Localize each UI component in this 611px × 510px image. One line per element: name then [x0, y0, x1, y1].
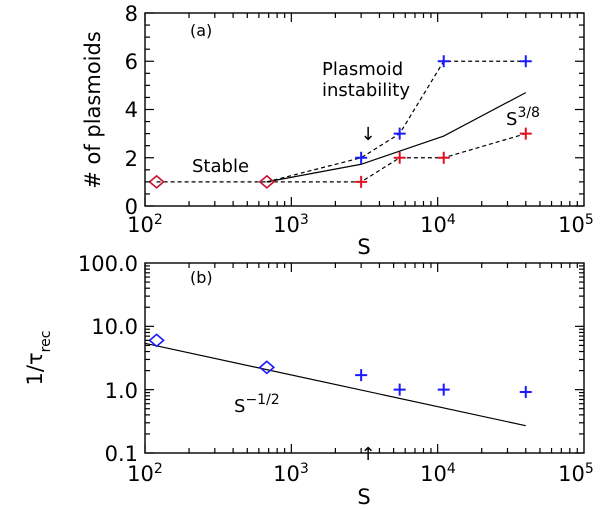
- panel-a-arrow: ↓: [360, 124, 375, 145]
- panel-b-ytick-label: 10.0: [91, 315, 138, 339]
- panel-a-xtick-label: 104: [420, 212, 456, 237]
- plus-marker: [437, 55, 450, 68]
- panel-a-marks: [148, 55, 532, 189]
- stable-annotation: Stable: [192, 156, 249, 177]
- diamond-marker: [148, 333, 165, 348]
- panel-a-xtick-label: 102: [127, 212, 163, 237]
- panel-a-ytick-label: 0: [125, 195, 138, 219]
- panel-a-ytick-label: 6: [125, 50, 138, 74]
- panel-b-xtick-label: 104: [420, 461, 456, 486]
- panel-b-arrow: ↑: [360, 444, 375, 465]
- plus-marker: [355, 151, 368, 164]
- panel-a-xtick-label: 103: [273, 212, 309, 237]
- plus-marker: [393, 151, 406, 164]
- plus-marker: [437, 383, 450, 396]
- panel-a-scaling-label: S3/8: [506, 105, 540, 130]
- plus-marker: [437, 151, 450, 164]
- scaling-fit-line: [144, 342, 526, 427]
- plus-marker: [355, 369, 368, 382]
- plus-marker: [355, 175, 368, 188]
- panel-a-ytick-label: 8: [125, 2, 138, 26]
- panel-b-ticks: [144, 263, 584, 454]
- plasmoid-annotation-line2: instability: [322, 80, 410, 101]
- panel-a-ytick-label: 4: [125, 98, 138, 122]
- panel-b-label: (b): [190, 268, 213, 287]
- panel-a-ticks: [144, 12, 584, 207]
- plus-marker: [519, 385, 532, 398]
- diamond-marker: [258, 360, 276, 375]
- diamond-marker: [258, 174, 276, 189]
- panel-b-scaling-label: S−1/2: [234, 392, 280, 417]
- diamond-marker: [148, 174, 165, 189]
- panel-b-marks: [144, 333, 532, 427]
- panel-b-frame: [144, 262, 585, 454]
- scaling-fit-line: [266, 92, 527, 183]
- panel-a-xtick-label: 105: [558, 212, 594, 237]
- panel-b-xlabel: S: [357, 485, 370, 509]
- panel-b-ytick-label: 100.0: [78, 252, 138, 276]
- plus-marker: [519, 55, 532, 68]
- plus-marker: [393, 127, 406, 140]
- panel-a-ylabel: # of plasmoids: [81, 31, 105, 189]
- panel-b-ytick-label: 0.1: [105, 442, 138, 466]
- plus-marker: [393, 383, 406, 396]
- panel-a: 0 2 4 6 8 102 103 104 105 S # of plasmoi…: [81, 2, 594, 259]
- panel-b-xtick-label: 102: [127, 461, 163, 486]
- plus-marker: [519, 127, 532, 140]
- plasmoid-annotation-line1: Plasmoid: [322, 59, 403, 80]
- panel-b-xtick-label: 103: [273, 461, 309, 486]
- panel-b-xtick-label: 105: [558, 461, 594, 486]
- panel-b-ytick-label: 1.0: [105, 379, 138, 403]
- panel-b: 0.1 1.0 10.0 100.0 102 103 104 105 S 1/τ…: [23, 252, 594, 509]
- panel-b-ylabel: 1/τrec: [23, 331, 54, 386]
- panel-a-ytick-label: 2: [125, 147, 138, 171]
- dashed-series-line: [266, 133, 526, 183]
- panel-a-label: (a): [190, 21, 212, 40]
- panel-a-xlabel: S: [357, 235, 370, 259]
